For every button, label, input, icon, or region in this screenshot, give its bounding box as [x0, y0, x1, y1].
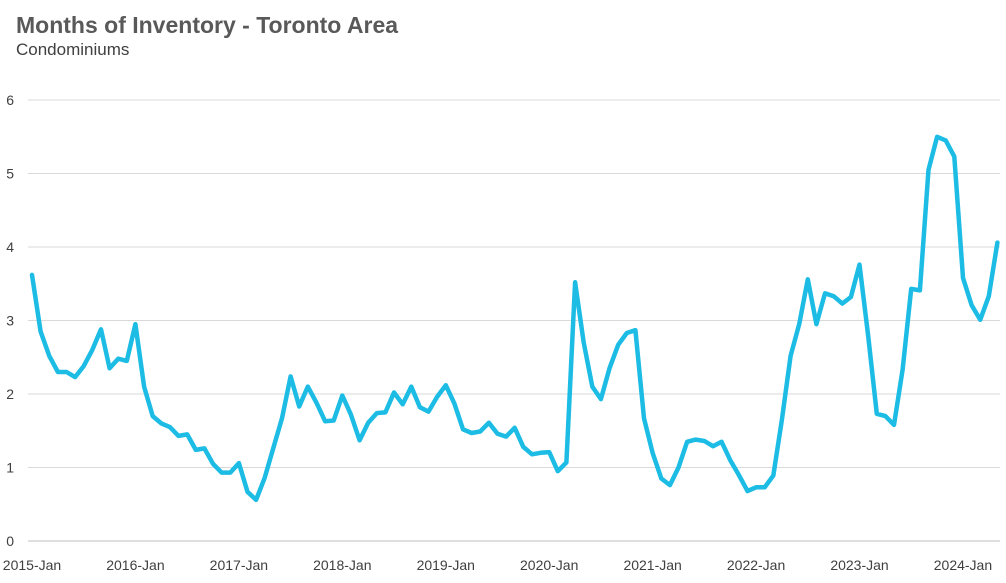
- x-tick-label: 2017-Jan: [210, 557, 268, 573]
- y-tick-label: 5: [6, 166, 14, 182]
- y-tick-label: 0: [6, 533, 14, 549]
- y-tick-label: 1: [6, 460, 14, 476]
- y-tick-label: 3: [6, 313, 14, 329]
- x-tick-label: 2020-Jan: [520, 557, 578, 573]
- x-tick-label: 2018-Jan: [313, 557, 371, 573]
- y-tick-label: 4: [6, 239, 14, 255]
- x-tick-label: 2015-Jan: [3, 557, 61, 573]
- x-tick-label: 2022-Jan: [727, 557, 785, 573]
- x-tick-label: 2019-Jan: [417, 557, 475, 573]
- chart-title: Months of Inventory - Toronto Area: [16, 12, 399, 38]
- y-tick-label: 6: [6, 92, 14, 108]
- x-tick-label: 2016-Jan: [106, 557, 164, 573]
- x-tick-label: 2023-Jan: [830, 557, 888, 573]
- x-tick-label: 2024-Jan: [934, 557, 992, 573]
- chart-subtitle: Condominiums: [16, 40, 130, 59]
- x-tick-label: 2021-Jan: [623, 557, 681, 573]
- series-line-0: [29, 134, 1000, 503]
- y-tick-label: 2: [6, 386, 14, 402]
